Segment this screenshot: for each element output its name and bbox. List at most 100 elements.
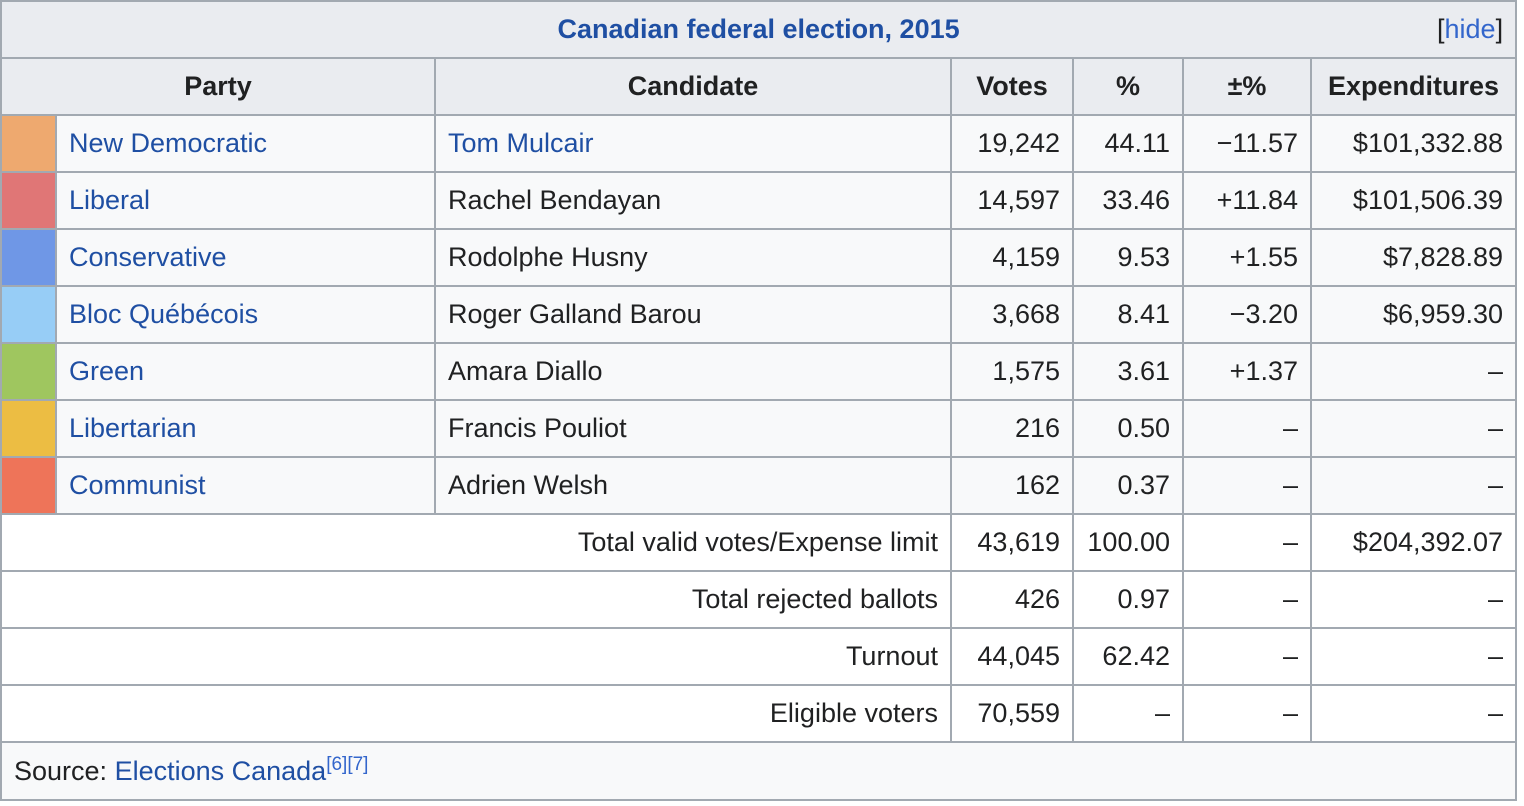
source-row: Source: Elections Canada[6][7]: [0, 741, 1518, 801]
header-party: Party: [0, 57, 436, 116]
change-cell: +11.84: [1182, 171, 1312, 230]
table-caption: Canadian federal election, 2015 [hide]: [0, 0, 1518, 59]
header-expenditures: Expenditures: [1309, 57, 1518, 116]
source-cell: Source: Elections Canada[6][7]: [0, 741, 1518, 801]
party-link[interactable]: Libertarian: [69, 413, 197, 443]
summary-label: Eligible voters: [0, 684, 952, 743]
toggle-open-bracket: [: [1437, 14, 1445, 44]
source-prefix: Source:: [14, 755, 115, 786]
candidate-cell: Adrien Welsh: [434, 456, 952, 515]
change-cell: –: [1182, 570, 1312, 629]
candidate-name: Amara Diallo: [448, 356, 603, 386]
party-color-swatch: [0, 228, 57, 287]
votes-cell: 216: [950, 399, 1074, 458]
percent-cell: 8.41: [1072, 285, 1184, 344]
table-row: Bloc Québécois Roger Galland Barou 3,668 8.…: [0, 285, 1518, 344]
hide-link[interactable]: hide: [1444, 14, 1496, 44]
party-link[interactable]: Green: [69, 356, 145, 386]
candidate-name: Francis Pouliot: [448, 413, 627, 443]
references: [6][7]: [326, 754, 368, 775]
expenditures-cell: $101,332.88: [1309, 114, 1518, 173]
party-cell: Communist: [55, 456, 436, 515]
party-cell: Liberal: [55, 171, 436, 230]
expenditures-cell: –: [1309, 456, 1518, 515]
candidate-cell: Rachel Bendayan: [434, 171, 952, 230]
change-cell: –: [1182, 456, 1312, 515]
change-cell: –: [1182, 399, 1312, 458]
caption-row: Canadian federal election, 2015 [hide]: [0, 0, 1518, 59]
summary-label: Turnout: [0, 627, 952, 686]
percent-cell: 3.61: [1072, 342, 1184, 401]
percent-cell: 9.53: [1072, 228, 1184, 287]
table-row: Conservative Rodolphe Husny 4,159 9.53 +1.55…: [0, 228, 1518, 287]
expenditures-cell: –: [1309, 570, 1518, 629]
candidate-cell: Francis Pouliot: [434, 399, 952, 458]
votes-cell: 43,619: [950, 513, 1074, 572]
summary-label: Total rejected ballots: [0, 570, 952, 629]
candidate-name: Roger Galland Barou: [448, 299, 702, 329]
reference-link[interactable]: [6]: [326, 753, 348, 775]
party-link[interactable]: Conservative: [69, 242, 227, 272]
elections-canada-link[interactable]: Elections Canada: [114, 755, 327, 786]
percent-cell: 33.46: [1072, 171, 1184, 230]
table-row: Liberal Rachel Bendayan 14,597 33.46 +11.84 $…: [0, 171, 1518, 230]
party-color-swatch: [0, 456, 57, 515]
candidate-cell: Rodolphe Husny: [434, 228, 952, 287]
table-row: Green Amara Diallo 1,575 3.61 +1.37–: [0, 342, 1518, 401]
change-cell: +1.55: [1182, 228, 1312, 287]
change-cell: –: [1182, 513, 1312, 572]
percent-cell: 0.97: [1072, 570, 1184, 629]
header-change: ±%: [1182, 57, 1312, 116]
header-votes: Votes: [950, 57, 1074, 116]
summary-label: Total valid votes/Expense limit: [0, 513, 952, 572]
table-row: Communist Adrien Welsh 162 0.37– –: [0, 456, 1518, 515]
votes-cell: 162: [950, 456, 1074, 515]
hide-toggle: [hide]: [1437, 14, 1503, 45]
party-cell: Conservative: [55, 228, 436, 287]
summary-row: Total valid votes/Expense limit 43,619 100…: [0, 513, 1518, 572]
party-link[interactable]: New Democratic: [69, 128, 268, 158]
party-cell: Libertarian: [55, 399, 436, 458]
percent-cell: 0.50: [1072, 399, 1184, 458]
party-cell: Bloc Québécois: [55, 285, 436, 344]
change-cell: −11.57: [1182, 114, 1312, 173]
votes-cell: 1,575: [950, 342, 1074, 401]
summary-row: Total rejected ballots 426 0.97– –: [0, 570, 1518, 629]
expenditures-cell: $204,392.07: [1309, 513, 1518, 572]
table-title: Canadian federal election, 2015: [557, 14, 960, 44]
header-row: Party Candidate Votes % ±% Expenditures: [0, 57, 1518, 116]
party-link[interactable]: Communist: [69, 470, 206, 500]
toggle-close-bracket: ]: [1495, 14, 1504, 44]
candidate-cell: Amara Diallo: [434, 342, 952, 401]
expenditures-cell: –: [1309, 627, 1518, 686]
party-link[interactable]: Liberal: [69, 185, 151, 215]
percent-cell: 0.37: [1072, 456, 1184, 515]
party-color-swatch: [0, 342, 57, 401]
percent-cell: 62.42: [1072, 627, 1184, 686]
votes-cell: 4,159: [950, 228, 1074, 287]
change-cell: −3.20: [1182, 285, 1312, 344]
votes-cell: 44,045: [950, 627, 1074, 686]
candidate-name: Adrien Welsh: [448, 470, 609, 500]
percent-cell: 100.00: [1072, 513, 1184, 572]
table-row: Libertarian Francis Pouliot 216 0.50– –: [0, 399, 1518, 458]
expenditures-cell: $101,506.39: [1309, 171, 1518, 230]
party-color-swatch: [0, 399, 57, 458]
votes-cell: 3,668: [950, 285, 1074, 344]
reference-link[interactable]: [7]: [347, 753, 369, 775]
candidate-link[interactable]: Tom Mulcair: [448, 128, 594, 158]
summary-row: Eligible voters 70,559– – –: [0, 684, 1518, 743]
votes-cell: 426: [950, 570, 1074, 629]
party-color-swatch: [0, 114, 57, 173]
percent-cell: –: [1072, 684, 1184, 743]
expenditures-cell: –: [1309, 399, 1518, 458]
party-link[interactable]: Bloc Québécois: [69, 299, 259, 329]
votes-cell: 70,559: [950, 684, 1074, 743]
candidate-cell: Tom Mulcair: [434, 114, 952, 173]
header-candidate: Candidate: [434, 57, 952, 116]
percent-cell: 44.11: [1072, 114, 1184, 173]
votes-cell: 19,242: [950, 114, 1074, 173]
votes-cell: 14,597: [950, 171, 1074, 230]
change-cell: –: [1182, 684, 1312, 743]
